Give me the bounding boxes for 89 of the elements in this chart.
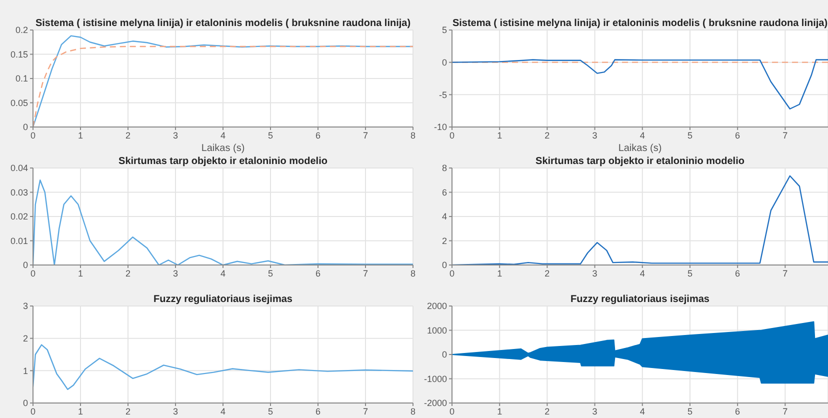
y-tick-label: 0.15 [10, 49, 28, 60]
x-tick-label: 5 [268, 130, 274, 140]
x-tick-label: 2 [125, 130, 131, 140]
x-tick-label: 6 [735, 268, 740, 278]
x-tick-label: 0 [30, 130, 36, 140]
y-tick-label: 0 [442, 58, 447, 68]
line-series [452, 59, 828, 110]
x-tick-label: 5 [687, 130, 692, 140]
y-tick-label: 0 [22, 122, 28, 132]
x-tick-label: 6 [315, 130, 321, 140]
x-tick-label: 8 [410, 130, 416, 140]
y-tick-label: -1000 [424, 374, 447, 384]
chart-title: Skirtumas tarp objekto ir etaloninio modelio [534, 156, 746, 167]
x-tick-label: 6 [315, 268, 321, 278]
x-tick-label: 7 [362, 130, 368, 140]
chart-title: Fuzzy reguliatoriaus isejimas [570, 294, 710, 305]
y-tick-label: 0 [442, 350, 447, 360]
x-tick-label: 5 [687, 268, 692, 278]
x-tick-label: 4 [220, 268, 226, 278]
y-tick-label: 2000 [426, 301, 447, 312]
x-tick-label: 4 [220, 130, 226, 140]
y-tick-label: 0.04 [10, 163, 28, 174]
y-tick-label: 3 [22, 301, 28, 312]
y-tick-label: 1 [22, 366, 28, 376]
y-tick-label: 0.01 [10, 236, 28, 246]
x-tick-label: 5 [268, 268, 274, 278]
x-tick-label: 3 [592, 268, 598, 278]
y-tick-label: 5 [442, 25, 447, 36]
chart-title: Fuzzy reguliatoriaus isejimas [152, 294, 294, 305]
x-tick-label: 7 [782, 406, 788, 416]
y-tick-label: 8 [442, 163, 447, 174]
x-tick-label: 4 [220, 406, 226, 416]
x-tick-label: 1 [497, 406, 502, 416]
x-tick-label: 4 [640, 130, 645, 140]
x-axis-title: Laikas (s) [201, 143, 245, 154]
x-tick-label: 2 [125, 268, 131, 278]
y-tick-label: 0 [22, 260, 28, 270]
x-tick-label: 6 [315, 406, 321, 416]
x-tick-label: 0 [30, 406, 36, 416]
y-tick-label: 0.02 [10, 212, 28, 222]
x-tick-label: 1 [78, 406, 84, 416]
x-tick-label: 2 [544, 406, 550, 416]
x-tick-label: 7 [362, 268, 368, 278]
x-tick-label: 6 [735, 130, 740, 140]
y-tick-label: 4 [442, 212, 447, 222]
line-series [33, 344, 413, 390]
x-tick-label: 2 [544, 268, 550, 278]
y-tick-label: 1000 [426, 325, 447, 336]
x-axis-title: Laikas (s) [618, 143, 662, 154]
x-tick-label: 3 [172, 130, 178, 140]
x-tick-label: 5 [687, 406, 692, 416]
y-tick-label: 0 [22, 398, 28, 408]
x-tick-label: 0 [30, 268, 36, 278]
x-tick-label: 8 [410, 406, 416, 416]
x-tick-label: 0 [449, 406, 455, 416]
chart-title: Sistema ( istisine melyna linija) ir etaloninis modelis ( bruksnine raudona linija) [452, 18, 828, 29]
x-tick-label: 6 [735, 406, 740, 416]
y-tick-label: 0.1 [15, 74, 28, 84]
x-tick-label: 7 [782, 130, 788, 140]
y-tick-label: 0.03 [10, 187, 28, 198]
x-tick-label: 3 [592, 130, 598, 140]
x-tick-label: 0 [449, 268, 455, 278]
x-tick-label: 2 [125, 406, 131, 416]
y-tick-label: -2000 [424, 398, 447, 408]
x-tick-label: 4 [640, 406, 645, 416]
y-tick-label: 0.2 [15, 25, 28, 36]
y-tick-label: 2 [22, 334, 28, 344]
x-tick-label: 0 [449, 130, 455, 140]
x-tick-label: 3 [172, 268, 178, 278]
x-tick-label: 4 [640, 268, 645, 278]
x-tick-label: 1 [78, 268, 84, 278]
y-tick-label: -5 [438, 90, 447, 100]
x-tick-label: 3 [592, 406, 598, 416]
y-tick-label: 0 [442, 260, 447, 270]
x-tick-label: 8 [410, 268, 416, 278]
x-tick-label: 7 [782, 268, 788, 278]
x-tick-label: 1 [497, 130, 502, 140]
chart-title: Sistema ( istisine melyna linija) ir etaloninis modelis ( bruksnine raudona linija) [34, 18, 412, 29]
y-tick-label: 6 [442, 187, 447, 198]
y-tick-label: 2 [442, 236, 447, 246]
x-tick-label: 5 [268, 406, 274, 416]
x-tick-label: 1 [497, 268, 502, 278]
chart-title: Skirtumas tarp objekto ir etaloninio modelio [118, 156, 328, 167]
x-tick-label: 7 [362, 406, 368, 416]
x-tick-label: 3 [172, 406, 178, 416]
y-tick-label: -10 [434, 122, 447, 132]
x-tick-label: 1 [78, 130, 84, 140]
x-tick-label: 2 [544, 130, 550, 140]
y-tick-label: 0.05 [10, 98, 28, 108]
